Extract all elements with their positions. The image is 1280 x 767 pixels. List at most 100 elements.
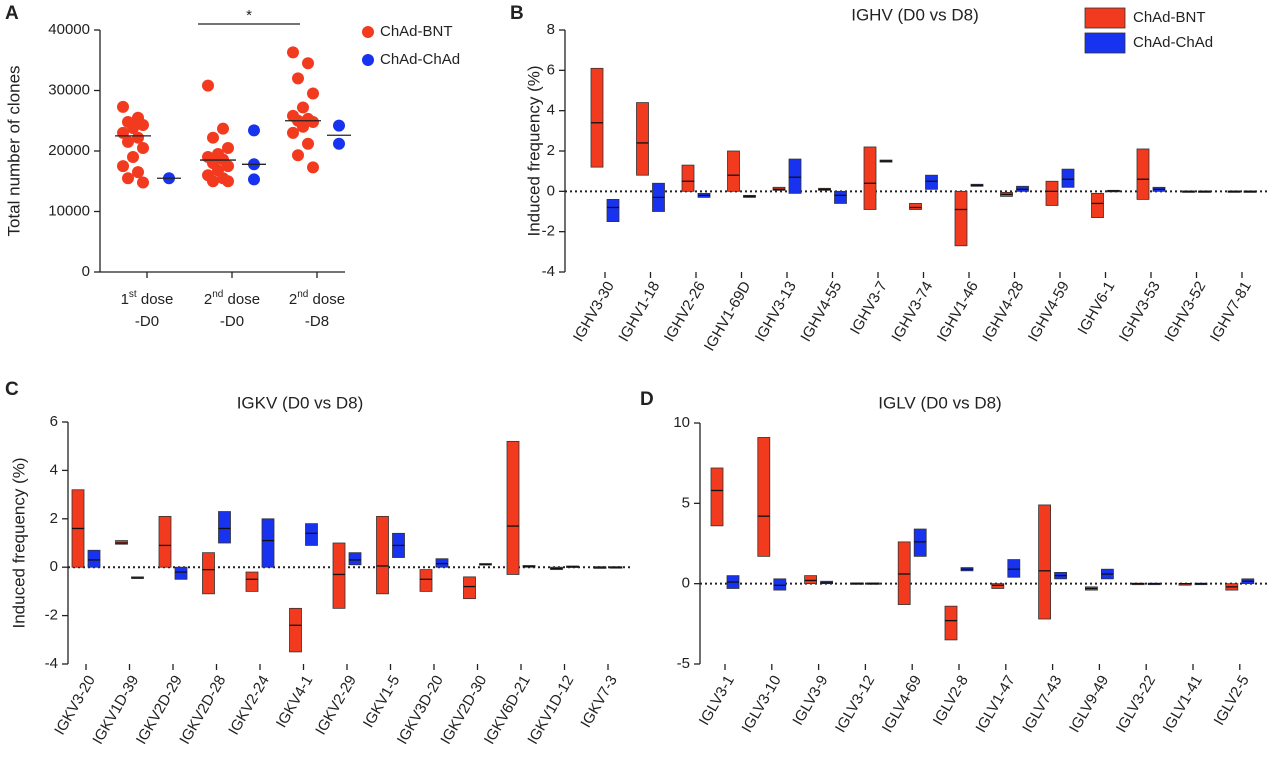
legend-label: ChAd-ChAd [1133, 34, 1213, 51]
range-bar [636, 102, 649, 176]
data-point [292, 72, 304, 85]
data-point [292, 149, 304, 162]
data-point [117, 160, 129, 173]
y-tick-label: 10 [673, 414, 690, 431]
range-bar [727, 150, 740, 192]
x-tick-label: IGHV3-52 [1161, 278, 1209, 344]
data-point [297, 101, 309, 114]
data-point [122, 135, 134, 148]
data-point [222, 175, 234, 188]
x-tick-label: IGLV9-49 [1066, 672, 1112, 735]
data-point [333, 137, 345, 150]
x-tick-label-part: 2 [204, 291, 212, 308]
data-point [248, 124, 260, 137]
data-point [248, 173, 260, 186]
x-tick-label: IGHV4-55 [797, 278, 845, 344]
x-tick-label-sup: nd [297, 289, 308, 300]
data-point [137, 176, 149, 189]
chart-title: IGKV (D0 vs D8) [237, 393, 364, 412]
x-tick-label-part: 2 [289, 291, 297, 308]
data-point [222, 141, 234, 154]
x-tick-label-sup: st [129, 289, 137, 300]
panel-letter: A [5, 3, 19, 24]
legend-swatch [1084, 7, 1126, 29]
y-tick-label: 40000 [48, 21, 90, 38]
x-tick-label: IGHV3-53 [1116, 278, 1164, 344]
x-tick-label: IGLV1-47 [972, 672, 1018, 735]
x-tick-label: IGKV4-1 [273, 672, 316, 730]
y-tick-label: 10000 [48, 202, 90, 219]
range-bar [909, 203, 922, 210]
y-tick-label: -5 [677, 655, 690, 672]
y-tick-label: 5 [682, 494, 690, 511]
x-tick-label-part: dose [308, 291, 345, 308]
x-tick-label: IGLV7-43 [1019, 672, 1065, 735]
range-bar [1045, 180, 1059, 206]
range-bar [202, 552, 215, 595]
y-tick-label: 0 [50, 558, 58, 575]
significance-label: * [246, 7, 252, 24]
y-tick-label: 4 [547, 102, 555, 119]
x-tick-label: IGLV3-10 [738, 672, 784, 735]
range-bar [788, 158, 802, 194]
panel-letter: D [640, 389, 654, 410]
data-point [287, 126, 299, 139]
range-bar [944, 605, 958, 641]
range-bar [1007, 559, 1021, 578]
x-tick-label: IGLV3-22 [1113, 672, 1159, 735]
x-tick-label: 2nd dose [289, 289, 345, 308]
y-tick-label: 4 [50, 461, 58, 478]
data-point [207, 131, 219, 144]
data-point [137, 141, 149, 154]
x-tick-label-part: dose [223, 291, 260, 308]
chart-title: IGHV (D0 vs D8) [851, 5, 979, 24]
x-tick-label: IGHV4-28 [979, 278, 1027, 344]
data-point [287, 46, 299, 59]
y-tick-label: -2 [45, 607, 58, 624]
data-point [307, 87, 319, 100]
range-bar [1061, 168, 1075, 188]
range-bar [757, 437, 771, 557]
x-tick-label: IGHV4-59 [1025, 278, 1073, 344]
x-tick-label: IGHV3-7 [847, 278, 891, 337]
range-bar [376, 515, 389, 595]
range-bar [710, 467, 724, 527]
data-point [117, 100, 129, 113]
y-tick-label: -2 [542, 223, 555, 240]
x-tick-label: IGLV3-12 [832, 672, 878, 735]
x-tick-label: IGLV3-9 [789, 672, 831, 728]
data-point [132, 166, 144, 179]
x-tick-label: IGHV3-13 [752, 278, 800, 344]
x-tick-label: -D8 [305, 313, 329, 330]
range-bar [245, 571, 259, 592]
data-point [333, 119, 345, 132]
data-point [132, 131, 144, 144]
x-tick-label: IGHV1-69D [701, 278, 755, 354]
y-tick-label: 6 [547, 61, 555, 78]
x-tick-label: IGHV2-26 [661, 278, 709, 344]
x-tick-label: IGKV7-3 [577, 672, 620, 730]
data-point [207, 175, 219, 188]
data-point [127, 151, 139, 164]
y-tick-label: 0 [82, 263, 90, 280]
y-tick-label: 20000 [48, 142, 90, 159]
y-axis-label: Total number of clones [4, 65, 23, 236]
x-tick-label: IGKV2-29 [312, 672, 360, 738]
x-tick-label-part: 1 [121, 291, 129, 308]
range-bar [463, 576, 476, 600]
x-tick-label: 1st dose [121, 289, 174, 308]
data-point [307, 115, 319, 128]
range-bar [158, 515, 172, 568]
legend-marker [362, 54, 374, 66]
range-bar [834, 190, 847, 204]
range-bar [332, 542, 346, 609]
x-tick-label: IGLV2-5 [1211, 672, 1253, 728]
range-bar [681, 164, 695, 192]
panel-letter: B [510, 3, 524, 24]
data-point [202, 79, 214, 92]
range-bar [954, 190, 968, 247]
range-bar [419, 569, 433, 592]
range-bar [218, 511, 231, 544]
x-tick-label: IGKV2-24 [225, 672, 273, 738]
